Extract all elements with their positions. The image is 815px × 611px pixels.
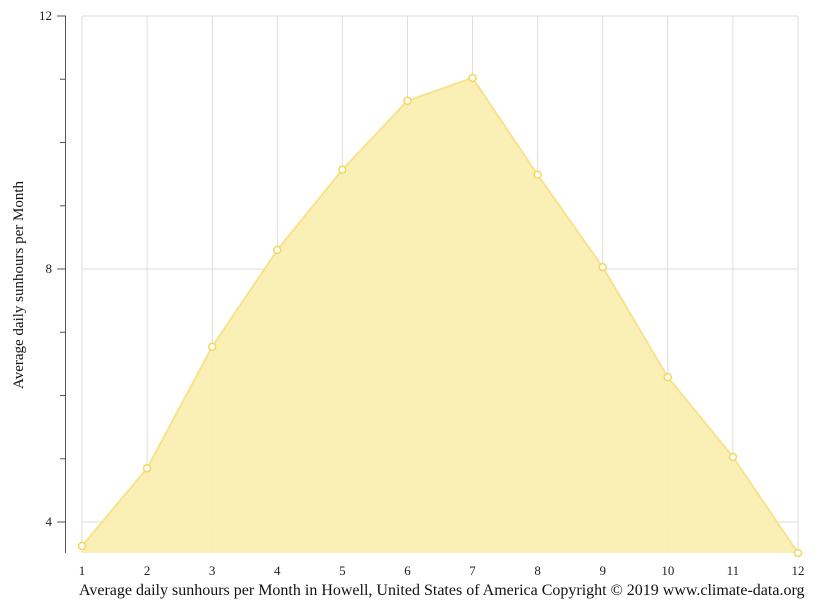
- data-point: [793, 548, 803, 558]
- data-point: [663, 372, 673, 382]
- y-axis-title: Average daily sunhours per Month: [11, 181, 27, 390]
- data-point: [533, 170, 542, 180]
- data-point: [598, 262, 607, 272]
- chart-caption: Average daily sunhours per Month in Howe…: [79, 582, 805, 599]
- data-point: [403, 96, 412, 106]
- data-point-markers: [77, 73, 803, 558]
- x-tick-label: 6: [404, 563, 411, 578]
- sunhours-area: [82, 77, 798, 554]
- y-axis: 4 8 12: [39, 8, 66, 553]
- x-tick-label: 3: [209, 563, 216, 578]
- x-tick-label: 2: [144, 563, 151, 578]
- y-tick-label: 8: [46, 261, 53, 276]
- data-point: [338, 165, 347, 174]
- data-point: [207, 342, 217, 352]
- x-tick-label: 12: [792, 563, 805, 578]
- x-tick-label: 9: [599, 563, 606, 578]
- x-tick-label: 7: [469, 563, 476, 578]
- x-tick-label: 4: [274, 563, 281, 578]
- sunhours-line: [81, 76, 799, 554]
- x-tick-label: 8: [534, 563, 541, 578]
- x-tick-label: 11: [727, 563, 740, 578]
- data-point: [468, 73, 477, 83]
- x-axis: 1 2 3 4 5 6 7 8 9 10 11 12: [79, 563, 805, 578]
- y-tick-label: 12: [39, 8, 52, 23]
- data-point: [273, 245, 282, 255]
- x-tick-label: 5: [339, 563, 346, 578]
- x-tick-label: 10: [661, 563, 674, 578]
- data-point: [728, 452, 738, 462]
- data-point: [142, 463, 152, 473]
- y-tick-label: 4: [46, 514, 53, 529]
- x-tick-label: 1: [79, 563, 86, 578]
- data-point: [77, 541, 87, 551]
